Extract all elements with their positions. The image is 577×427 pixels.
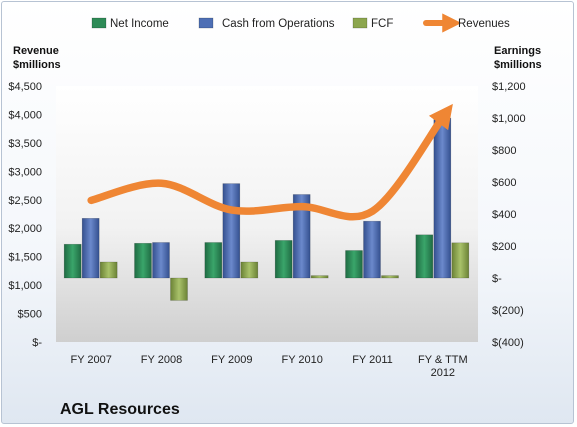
right-tick-label: $400 <box>492 209 516 221</box>
bar-cash-from-operations-4 <box>363 220 381 279</box>
x-tick-label: FY 2011 <box>352 354 393 366</box>
x-tick-label: FY 2008 <box>141 354 182 366</box>
legend: Net Income Cash from Operations FCF Revenue… <box>91 13 510 33</box>
x-tick-label: FY & TTM 2012 <box>418 354 468 379</box>
bar-net-income-5 <box>415 234 434 279</box>
bar-fcf-5 <box>451 242 470 279</box>
legend-label: Revenues <box>458 18 510 30</box>
right-tick-label: $(200) <box>492 305 524 317</box>
x-tick-label: FY 2007 <box>70 354 111 366</box>
x-tick-label: FY 2010 <box>281 354 322 366</box>
legend-label: Net Income <box>110 18 169 30</box>
legend-swatch <box>352 17 368 29</box>
revenues-line <box>87 103 453 221</box>
left-axis-title-line1: Revenue <box>13 45 59 57</box>
right-axis-title-line1: Earnings <box>494 45 541 57</box>
bar-cash-from-operations-3 <box>292 194 311 279</box>
bar-fcf-4 <box>381 275 399 279</box>
left-tick-label: $1,500 <box>8 252 42 264</box>
bar-net-income-1 <box>134 242 152 279</box>
legend-label: Cash from Operations <box>222 18 335 30</box>
left-tick-label: $3,000 <box>8 166 42 178</box>
right-axis-title-line2: $millions <box>494 59 542 71</box>
legend-swatch <box>91 17 107 29</box>
bar-net-income-4 <box>345 250 363 279</box>
legend-swatch <box>198 17 214 29</box>
plot-area <box>56 86 478 342</box>
left-axis-title-line2: $millions <box>13 59 61 71</box>
right-axis-ticks: $(400) $(200) $- $200 $400 $600 $800 $1,000 $1,2… <box>492 81 526 349</box>
left-tick-label: $500 <box>18 309 42 321</box>
right-tick-label: $200 <box>492 241 516 253</box>
right-tick-label: $600 <box>492 177 516 189</box>
legend-label: FCF <box>371 18 393 30</box>
left-tick-label: $- <box>32 337 42 349</box>
x-tick-label: FY 2009 <box>211 354 252 366</box>
left-tick-label: $2,500 <box>8 195 42 207</box>
bar-net-income-2 <box>204 242 223 279</box>
bar-net-income-3 <box>274 240 293 279</box>
left-tick-label: $3,500 <box>8 138 42 150</box>
right-tick-label: $(400) <box>492 337 524 349</box>
right-tick-label: $1,000 <box>492 113 526 125</box>
right-tick-label: $- <box>492 273 502 285</box>
x-axis-labels: FY 2007 FY 2008 FY 2009 FY 2010 FY 2011 FY & … <box>70 354 467 379</box>
bar-net-income-0 <box>63 243 82 279</box>
chart-title: AGL Resources <box>60 401 180 418</box>
bar-fcf-2 <box>240 261 259 279</box>
bar-fcf-0 <box>99 261 118 279</box>
left-tick-label: $2,000 <box>8 223 42 235</box>
right-tick-label: $1,200 <box>492 81 526 93</box>
bar-cash-from-operations-5 <box>433 117 452 279</box>
left-tick-label: $1,000 <box>8 280 42 292</box>
left-axis-ticks: $- $500 $1,000 $1,500 $2,000 $2,500 $3,000 $3,5… <box>8 81 42 349</box>
bar-fcf-3 <box>310 275 329 279</box>
bar-cash-from-operations-0 <box>81 218 100 279</box>
left-tick-label: $4,000 <box>8 109 42 121</box>
bar-fcf-1 <box>170 277 188 301</box>
left-tick-label: $4,500 <box>8 81 42 93</box>
bar-cash-from-operations-2 <box>222 183 241 279</box>
bar-cash-from-operations-1 <box>152 242 170 279</box>
right-tick-label: $800 <box>492 145 516 157</box>
revenue-line <box>87 103 453 221</box>
bar-series <box>63 117 470 301</box>
